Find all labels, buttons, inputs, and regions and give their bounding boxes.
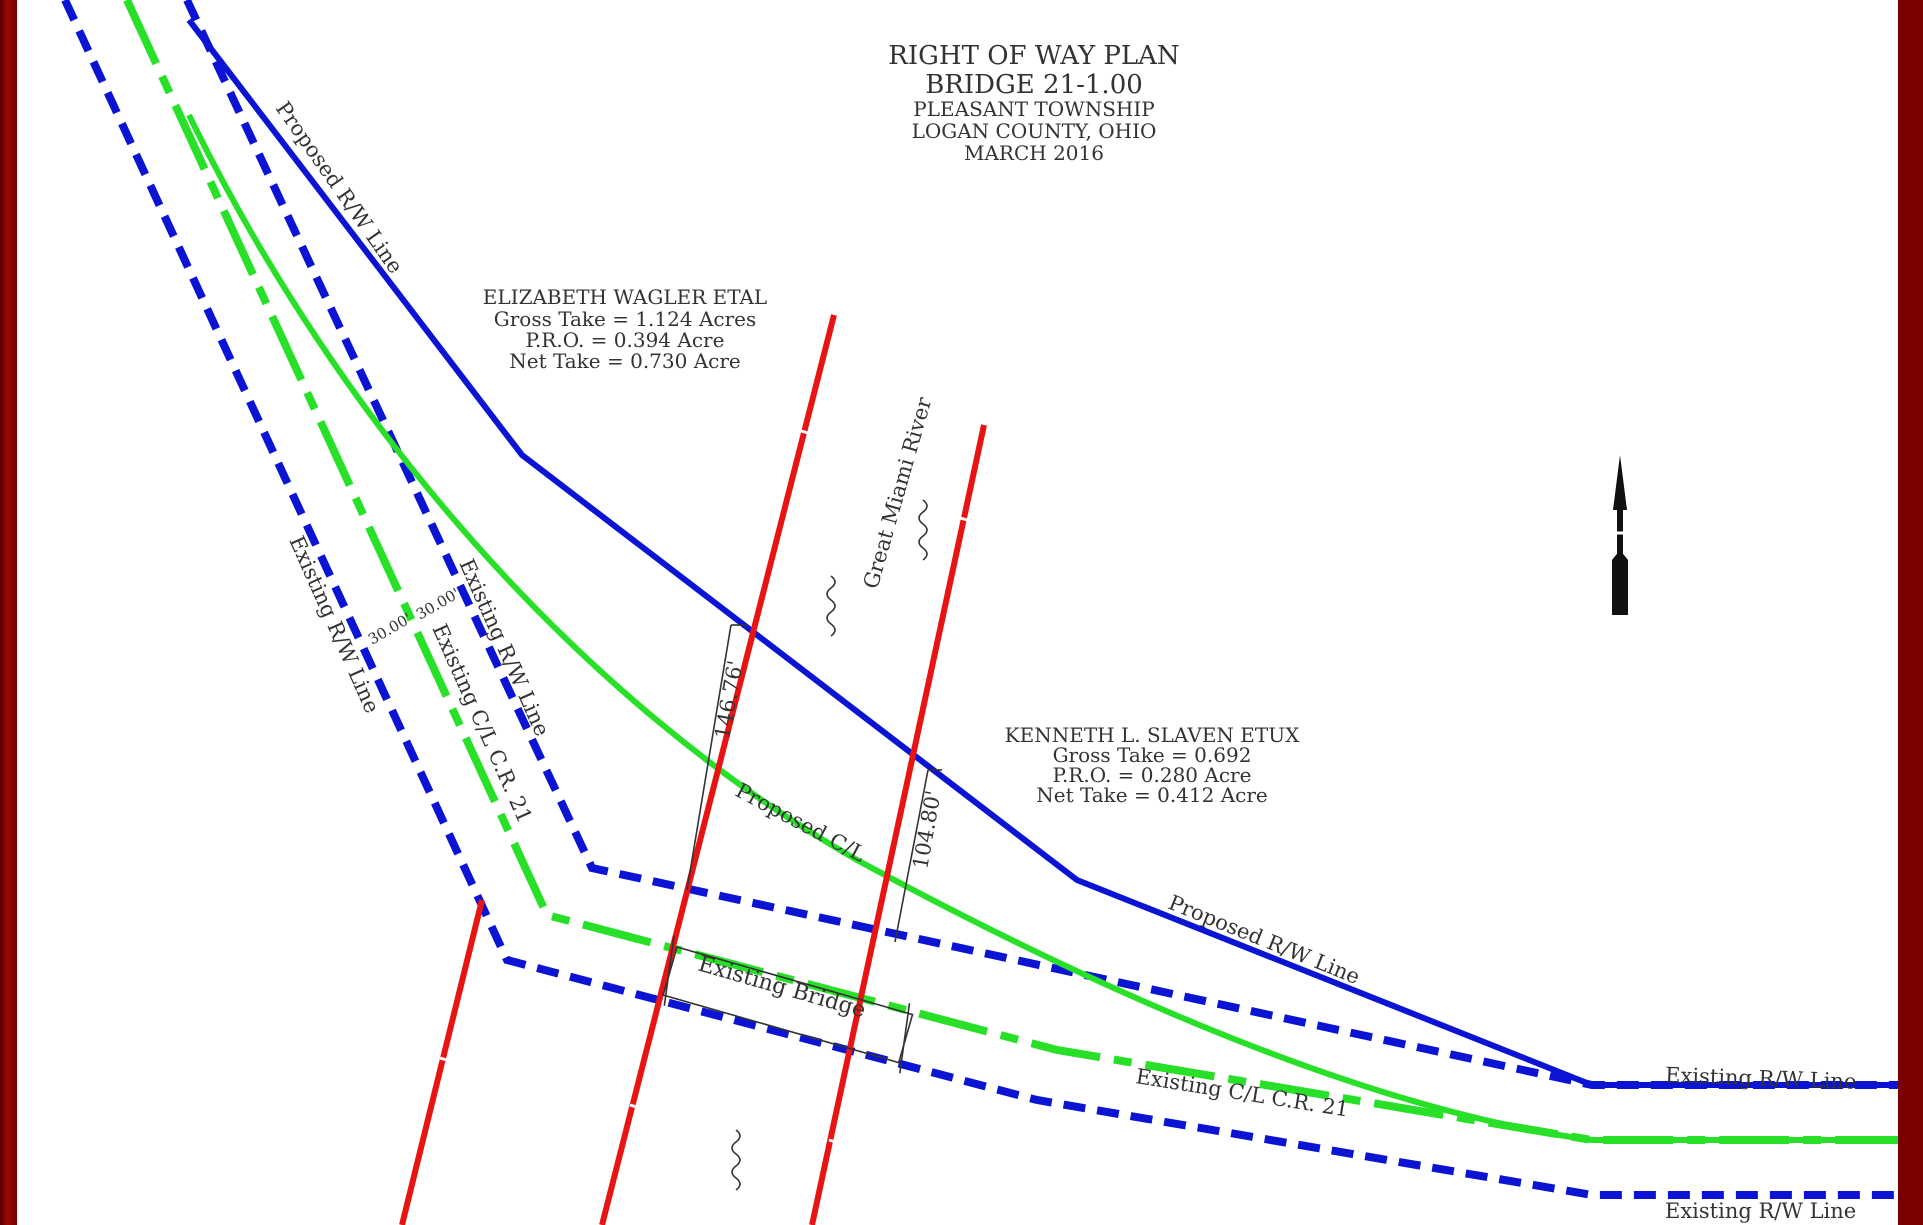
river-symbol <box>826 575 836 637</box>
parcel-wagler: ELIZABETH WAGLER ETAL Gross Take = 1.124… <box>483 285 767 373</box>
property-line-break <box>956 515 968 522</box>
title-line-4: LOGAN COUNTY, OHIO <box>912 119 1157 143</box>
property-line-middle <box>599 314 837 1225</box>
existing-bridge-outline <box>662 935 914 1074</box>
property-line-break <box>629 1103 641 1110</box>
property-line-break <box>828 1138 840 1145</box>
proposed-rw-line <box>186 18 1898 1088</box>
title-line-5: MARCH 2016 <box>964 141 1104 165</box>
label-river: Great Miami River <box>859 394 937 592</box>
drawing-sheet: Existing Bridge RIGHT OF WAY PLAN BRIDGE… <box>17 0 1898 1225</box>
parcel-gross-take: Gross Take = 0.692 <box>1053 743 1252 767</box>
north-arrow-icon <box>1610 455 1630 615</box>
parcel-gross-take: Gross Take = 1.124 Acres <box>494 307 757 331</box>
label-proposed-rw-upper: Proposed R/W Line <box>271 97 408 278</box>
label-existing-rw-left: Existing R/W Line <box>284 532 384 716</box>
label-existing-rw-east-top: Existing R/W Line <box>1665 1063 1857 1094</box>
label-existing-rw-east-bottom: Existing R/W Line <box>1665 1199 1856 1223</box>
parcel-net-take: Net Take = 0.412 Acre <box>1036 783 1268 807</box>
right-of-way-plan-drawing: Existing Bridge RIGHT OF WAY PLAN BRIDGE… <box>61 0 1898 1225</box>
label-offset-right: 30.00' <box>413 584 463 623</box>
title-line-1: RIGHT OF WAY PLAN <box>888 41 1179 71</box>
river-symbol <box>731 1129 741 1191</box>
property-line-break <box>439 1056 451 1063</box>
parcel-slaven: KENNETH L. SLAVEN ETUX Gross Take = 0.69… <box>1005 723 1300 807</box>
label-offset-left: 30.00' <box>365 609 415 648</box>
parcel-pro: P.R.O. = 0.394 Acre <box>526 328 725 352</box>
proposed-centerline <box>186 113 1898 1143</box>
label-dimension-104: 104.80' <box>908 789 945 871</box>
river-symbol <box>918 499 928 561</box>
title-line-2: BRIDGE 21-1.00 <box>925 70 1143 100</box>
dimension-line-146 <box>686 624 732 891</box>
property-line-break <box>797 428 809 435</box>
existing-rw-line-south <box>61 0 1898 1199</box>
parcel-owner: KENNETH L. SLAVEN ETUX <box>1005 723 1300 747</box>
title-block: RIGHT OF WAY PLAN BRIDGE 21-1.00 PLEASAN… <box>888 41 1179 165</box>
existing-centerline-cr21 <box>123 0 1898 1144</box>
label-proposed-cl: Proposed C/L <box>732 778 870 866</box>
parcel-pro: P.R.O. = 0.280 Acre <box>1053 763 1252 787</box>
title-line-3: PLEASANT TOWNSHIP <box>913 97 1154 121</box>
label-proposed-rw-lower: Proposed R/W Line <box>1165 890 1363 989</box>
dimension-line-104 <box>894 769 929 943</box>
property-line-east <box>809 424 987 1225</box>
parcel-owner: ELIZABETH WAGLER ETAL <box>483 285 767 309</box>
property-line-west <box>399 899 485 1225</box>
parcel-net-take: Net Take = 0.730 Acre <box>509 349 741 373</box>
label-dimension-146: 146.76' <box>710 659 747 741</box>
